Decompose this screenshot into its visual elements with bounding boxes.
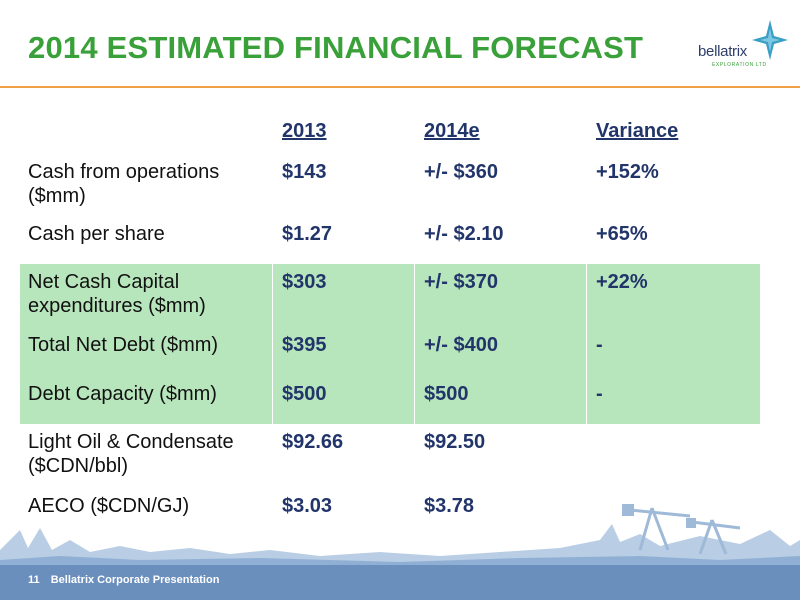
row-label-debt-capacity: Debt Capacity ($mm) <box>28 383 217 405</box>
row-label-aeco: AECO ($CDN/GJ) <box>28 495 190 517</box>
row-label-cash-per-share: Cash per share <box>28 223 165 245</box>
cell-2013: $395 <box>282 334 327 356</box>
footer-title: Bellatrix Corporate Presentation <box>50 574 220 586</box>
row-label-total-net-debt: Total Net Debt ($mm) <box>28 334 219 356</box>
slide-title: 2014 ESTIMATED FINANCIAL FORECAST <box>28 30 644 65</box>
column-divider <box>414 264 415 424</box>
cell-variance: - <box>596 334 603 356</box>
page-number: 11 <box>28 574 40 586</box>
cell-2014e: $500 <box>424 383 469 405</box>
logo-text: bellatrix <box>698 43 747 60</box>
cell-2014e: +/- $400 <box>424 334 498 356</box>
cell-variance: - <box>596 383 603 405</box>
row-label-net-cash-capex: Net Cash Capital expenditures ($mm) <box>28 271 206 317</box>
cell-2014e: +/- $360 <box>424 161 498 183</box>
cell-2014e: $92.50 <box>424 431 486 453</box>
cell-2013: $92.66 <box>282 431 344 453</box>
cell-variance: +65% <box>596 223 648 245</box>
cell-variance: +22% <box>596 271 648 293</box>
column-divider <box>586 264 587 424</box>
pumpjack-landscape-image <box>0 504 800 570</box>
row-label-cash-from-operations: Cash from operations ($mm) <box>28 161 220 207</box>
cell-2014e: $3.78 <box>424 495 475 517</box>
bellatrix-star-icon <box>752 20 788 60</box>
header-variance: Variance <box>596 120 679 142</box>
footer: 11 Bellatrix Corporate Presentation <box>28 574 219 586</box>
footer-bar <box>0 565 800 600</box>
cell-2014e: +/- $2.10 <box>424 223 504 245</box>
title-divider <box>0 86 800 88</box>
cell-2013: $1.27 <box>282 223 333 245</box>
highlight-band <box>20 264 760 424</box>
cell-2013: $3.03 <box>282 495 333 517</box>
header-2014e: 2014e <box>424 120 480 142</box>
logo-subtext: EXPLORATION LTD <box>712 62 767 68</box>
cell-variance: +152% <box>596 161 659 183</box>
cell-2013: $143 <box>282 161 327 183</box>
cell-2013: $500 <box>282 383 327 405</box>
header-2013: 2013 <box>282 120 327 142</box>
cell-2013: $303 <box>282 271 327 293</box>
row-label-light-oil: Light Oil & Condensate ($CDN/bbl) <box>28 431 234 477</box>
cell-2014e: +/- $370 <box>424 271 498 293</box>
column-divider <box>272 264 273 424</box>
